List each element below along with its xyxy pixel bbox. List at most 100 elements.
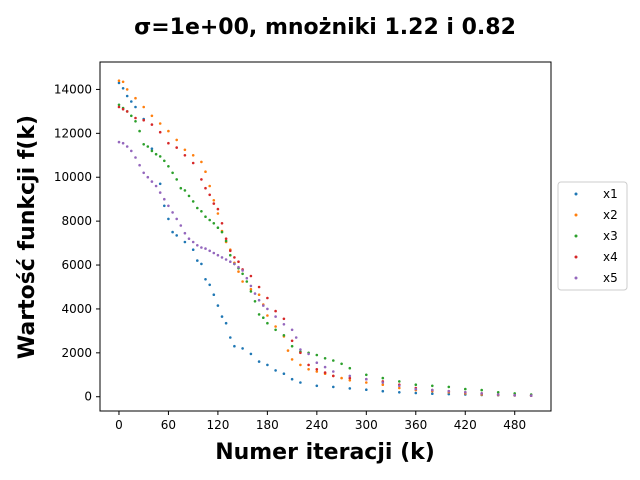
data-point — [480, 392, 484, 395]
data-point — [464, 387, 467, 391]
data-point — [529, 394, 533, 397]
series-x4 — [117, 105, 533, 397]
data-point — [241, 272, 244, 276]
data-point — [134, 116, 137, 120]
y-tick-label: 0 — [84, 390, 92, 404]
data-point — [414, 391, 418, 395]
data-point — [125, 145, 129, 148]
data-point — [216, 212, 220, 215]
data-point — [299, 381, 302, 384]
legend-label: x4 — [603, 250, 618, 264]
data-point — [224, 237, 228, 240]
data-point — [274, 315, 277, 318]
data-point — [117, 103, 121, 107]
data-point — [171, 230, 174, 234]
data-point — [130, 114, 133, 118]
data-point — [191, 240, 195, 244]
data-point — [348, 376, 352, 380]
data-point — [381, 389, 385, 393]
data-point — [150, 123, 154, 126]
data-point — [290, 358, 294, 361]
data-point — [365, 373, 368, 377]
data-point — [179, 186, 183, 190]
data-point — [266, 314, 269, 317]
data-point — [381, 376, 385, 380]
legend-marker — [574, 255, 578, 259]
data-point — [257, 313, 261, 316]
data-point — [208, 283, 211, 287]
x-axis: 0 60 120 180 240 300 360 420 480 — [115, 411, 526, 432]
y-tick-label: 14000 — [54, 82, 92, 96]
data-point — [381, 381, 385, 384]
data-point — [282, 317, 286, 321]
data-point — [150, 147, 154, 150]
data-point — [121, 87, 125, 90]
data-point — [220, 230, 224, 234]
data-point — [307, 363, 310, 367]
data-point — [200, 160, 203, 164]
data-point — [496, 393, 500, 396]
data-point — [125, 110, 129, 113]
data-point — [154, 184, 158, 188]
legend-label: x2 — [603, 208, 618, 222]
data-point — [158, 182, 162, 186]
data-point — [257, 285, 261, 289]
data-point — [121, 141, 125, 145]
data-point — [496, 391, 500, 394]
data-point — [315, 353, 319, 357]
data-point — [237, 265, 240, 269]
data-point — [340, 362, 343, 366]
data-point — [241, 280, 244, 283]
data-point — [282, 334, 286, 337]
data-point — [196, 259, 199, 262]
data-point — [163, 204, 166, 208]
data-point — [121, 107, 125, 111]
data-point — [274, 328, 277, 332]
data-point — [315, 361, 319, 365]
data-point — [163, 159, 166, 163]
data-point — [179, 224, 183, 227]
data-point — [282, 323, 286, 326]
data-point — [183, 240, 187, 244]
data-point — [414, 387, 418, 391]
data-point — [138, 163, 141, 167]
data-point — [125, 88, 129, 91]
data-point — [187, 194, 191, 198]
data-point — [249, 274, 253, 278]
data-point — [183, 231, 187, 235]
y-tick-label: 6000 — [61, 258, 92, 272]
data-point — [171, 171, 174, 175]
data-point — [307, 368, 310, 371]
x-tick-label: 60 — [161, 418, 176, 432]
data-point — [175, 217, 178, 221]
data-point — [249, 352, 253, 356]
data-point — [167, 129, 170, 133]
data-point — [365, 377, 368, 381]
legend-marker — [574, 234, 578, 238]
data-point — [398, 391, 401, 394]
data-point — [175, 146, 178, 149]
data-point — [290, 339, 294, 343]
legend-label: x3 — [603, 229, 618, 243]
data-point — [332, 374, 335, 378]
data-point — [204, 170, 207, 173]
data-point — [220, 256, 224, 259]
data-point — [117, 105, 121, 109]
data-point — [323, 357, 327, 360]
data-point — [274, 369, 277, 372]
legend: x1 x2 x3 x4 x5 — [557, 181, 628, 291]
data-point — [348, 387, 352, 390]
x-tick-label: 420 — [454, 418, 477, 432]
data-point — [183, 148, 187, 152]
data-point — [204, 215, 207, 218]
data-point — [237, 270, 240, 273]
data-point — [212, 293, 216, 297]
data-point — [163, 197, 166, 201]
data-point — [167, 204, 170, 208]
data-point — [447, 385, 451, 389]
data-point — [241, 269, 244, 272]
legend-label: x1 — [603, 187, 618, 201]
y-tick-label: 8000 — [61, 214, 92, 228]
data-point — [138, 129, 141, 133]
